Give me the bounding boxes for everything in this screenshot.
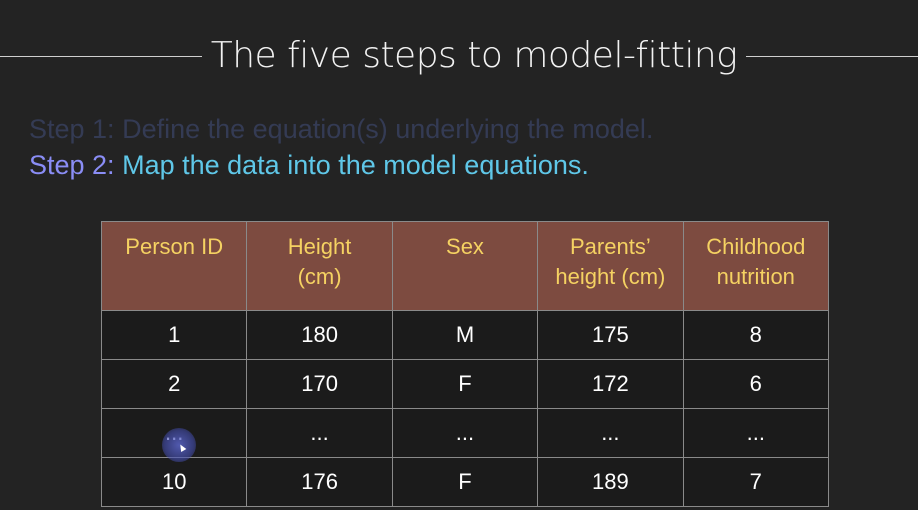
title-rule-right	[746, 56, 918, 57]
header-height: Height (cm)	[246, 221, 393, 311]
table-row: 2 170 F 172 6	[100, 359, 830, 409]
cell-height: 170	[246, 359, 393, 409]
cell-parents-height: 175	[537, 310, 684, 360]
cell-person-id: 1	[100, 310, 248, 360]
table-row: 10 176 F 189 7	[100, 457, 830, 507]
cell-childhood-nutrition: ...	[682, 408, 830, 458]
cell-height: ...	[246, 408, 393, 458]
step-2-label: Step 2:	[29, 150, 115, 180]
table-row: 1 180 M 175 8	[100, 310, 830, 360]
cell-sex: M	[391, 310, 539, 360]
cell-childhood-nutrition: 7	[682, 457, 830, 507]
header-childhood-nutrition: Childhood nutrition	[682, 221, 830, 311]
cell-childhood-nutrition: 6	[682, 359, 830, 409]
cell-childhood-nutrition: 8	[682, 310, 830, 360]
cell-sex: ...	[391, 408, 539, 458]
step-1-label: Step 1:	[29, 114, 115, 144]
header-person-id: Person ID	[100, 221, 248, 311]
data-table: Person ID Height (cm) Sex Parents’ height …	[100, 221, 830, 507]
step-1: Step 1: Define the equation(s) underlyin…	[29, 112, 653, 146]
table-header-row: Person ID Height (cm) Sex Parents’ height …	[100, 221, 830, 311]
cell-height: 176	[246, 457, 393, 507]
cell-height: 180	[246, 310, 393, 360]
step-1-text: Define the equation(s) underlying the mo…	[122, 114, 654, 144]
cell-parents-height: 172	[537, 359, 684, 409]
cell-parents-height: ...	[537, 408, 684, 458]
step-2: Step 2: Map the data into the model equa…	[29, 148, 589, 182]
cell-sex: F	[391, 359, 539, 409]
title-rule-left	[0, 56, 202, 57]
slide-title: The five steps to model-fitting	[210, 35, 738, 76]
step-2-text: Map the data into the model equations.	[122, 150, 589, 180]
cell-person-id: 10	[100, 457, 248, 507]
header-parents-height: Parents’ height (cm)	[537, 221, 684, 311]
cell-sex: F	[391, 457, 539, 507]
table-row: ... ... ... ... ...	[100, 408, 830, 458]
mouse-cursor-icon	[162, 428, 196, 462]
header-sex: Sex	[391, 221, 539, 311]
cell-parents-height: 189	[537, 457, 684, 507]
cell-person-id: 2	[100, 359, 248, 409]
